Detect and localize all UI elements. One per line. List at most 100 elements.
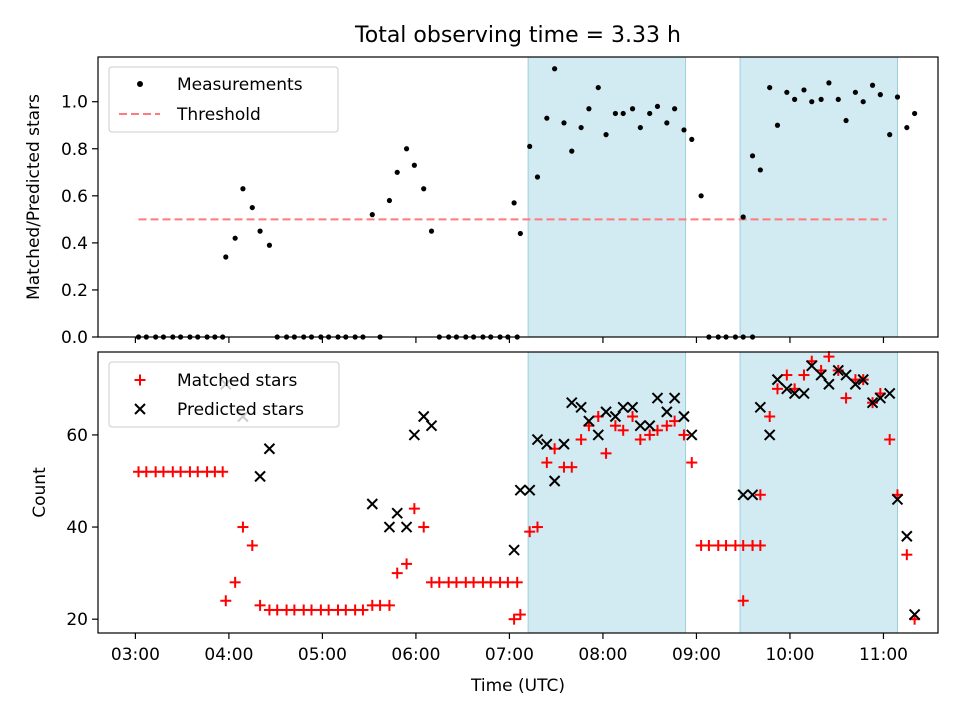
y-tick-label: 0.4 bbox=[61, 234, 88, 254]
predicted-star-point bbox=[531, 433, 544, 446]
matched-star-point bbox=[288, 604, 300, 616]
matched-star-point bbox=[450, 576, 462, 588]
y-tick-label: 0.8 bbox=[61, 140, 88, 160]
predicted-star-point bbox=[771, 373, 784, 386]
shaded-interval bbox=[527, 56, 687, 338]
predicted-star-point bbox=[849, 378, 862, 390]
bottom-legend: Matched stars Predicted stars bbox=[108, 361, 340, 428]
measurement-point bbox=[767, 84, 773, 91]
measurement-point bbox=[860, 99, 866, 105]
measurement-point bbox=[249, 204, 255, 211]
predicted-star-point bbox=[832, 364, 844, 377]
predicted-star-point bbox=[857, 373, 869, 386]
matched-star-point bbox=[391, 567, 403, 579]
measurement-point bbox=[647, 110, 653, 117]
matched-star-point bbox=[737, 539, 749, 551]
x-tick-label: 06:00 bbox=[391, 645, 440, 665]
matched-star-point bbox=[220, 595, 232, 607]
matched-star-point bbox=[720, 539, 732, 551]
predicted-star-point bbox=[763, 429, 776, 441]
predicted-star-point bbox=[866, 396, 879, 409]
measurement-point bbox=[654, 103, 661, 110]
matched-star-point bbox=[771, 383, 783, 395]
measurement-point bbox=[801, 87, 807, 93]
y-tick-label: 0.6 bbox=[61, 187, 88, 207]
matched-star-point bbox=[686, 457, 698, 469]
x-axis-label: Time (UTC) bbox=[470, 676, 565, 696]
x-tick-label: 07:00 bbox=[485, 645, 534, 665]
predicted-star-point bbox=[754, 401, 767, 413]
predicted-star-point bbox=[840, 369, 852, 381]
matched-star-point bbox=[781, 369, 793, 381]
matched-star-point bbox=[175, 466, 187, 478]
predicted-star-point bbox=[254, 470, 266, 483]
predicted-star-point bbox=[523, 484, 536, 496]
matched-star-point bbox=[140, 466, 152, 478]
shaded-interval bbox=[739, 56, 898, 338]
measurement-point bbox=[698, 193, 704, 199]
measurement-point bbox=[672, 106, 678, 112]
matched-star-point bbox=[823, 351, 835, 363]
legend-x-glyph bbox=[134, 403, 146, 415]
measurement-point bbox=[517, 230, 523, 237]
measurement-point bbox=[561, 120, 567, 126]
legend-measurements-marker bbox=[137, 81, 143, 87]
bottom-y-ticks: 20 40 60 bbox=[66, 426, 98, 630]
legend-predicted-marker bbox=[134, 403, 146, 415]
predicted-star-point bbox=[566, 396, 578, 409]
predicted-star-point bbox=[383, 521, 396, 533]
bottom-panel: 20 40 60 03:00 04:00 05:00 06:00 07:00 08:00 09:… bbox=[30, 351, 939, 696]
measurement-point bbox=[527, 143, 533, 150]
predicted-star-point bbox=[263, 443, 276, 455]
matched-star-point bbox=[840, 392, 852, 404]
predicted-star-point bbox=[678, 410, 690, 423]
predicted-star-point bbox=[609, 410, 622, 423]
measurement-point bbox=[578, 124, 584, 131]
measurement-point bbox=[792, 96, 798, 102]
bottom-shaded-intervals bbox=[527, 351, 898, 634]
matched-star-point bbox=[661, 420, 673, 432]
matched-star-point bbox=[669, 415, 681, 427]
legend-predicted-label: Predicted stars bbox=[177, 400, 304, 420]
predicted-star-point bbox=[548, 475, 561, 487]
x-tick-label: 10:00 bbox=[765, 645, 814, 665]
measurement-point bbox=[912, 110, 918, 117]
measurement-point bbox=[887, 132, 893, 138]
x-tick-label: 09:00 bbox=[672, 645, 721, 665]
x-tick-label: 11:00 bbox=[859, 645, 908, 665]
measurement-point bbox=[689, 136, 695, 142]
predicted-star-point bbox=[366, 498, 378, 510]
measurement-point bbox=[257, 228, 263, 234]
measurement-point bbox=[904, 124, 910, 131]
predicted-star-point bbox=[600, 406, 612, 418]
measurement-point bbox=[595, 84, 601, 91]
top-y-ticks: 0.0 0.2 0.4 0.6 0.8 1.0 bbox=[61, 93, 98, 348]
predicted-star-point bbox=[558, 438, 570, 450]
predicted-star-point bbox=[651, 392, 664, 404]
y-tick-label: 60 bbox=[66, 426, 88, 446]
measurement-point bbox=[749, 153, 756, 159]
predicted-star-point bbox=[788, 387, 801, 400]
measurement-point bbox=[240, 186, 246, 192]
measurement-point bbox=[586, 106, 592, 112]
matched-star-point bbox=[246, 539, 258, 551]
matched-star-point bbox=[157, 466, 169, 478]
top-shaded-intervals bbox=[527, 56, 898, 338]
measurement-point bbox=[894, 94, 901, 100]
top-x-ticks bbox=[134, 337, 885, 343]
predicted-star-point bbox=[823, 378, 835, 390]
y-tick-label: 0.0 bbox=[61, 328, 88, 348]
predicted-star-point bbox=[514, 484, 527, 496]
top-axes-frame bbox=[97, 56, 939, 338]
x-tick-label: 04:00 bbox=[204, 645, 253, 665]
top-legend-box bbox=[108, 66, 339, 133]
predicted-star-point bbox=[737, 489, 749, 501]
predicted-star-point bbox=[400, 521, 413, 533]
predicted-star-point bbox=[781, 383, 793, 395]
legend-threshold-label: Threshold bbox=[176, 105, 261, 125]
measurement-point bbox=[843, 117, 849, 124]
y-tick-label: 0.2 bbox=[61, 281, 88, 301]
matched-star-point bbox=[237, 521, 249, 533]
matched-star-point bbox=[374, 599, 386, 611]
measurement-point bbox=[835, 96, 841, 102]
